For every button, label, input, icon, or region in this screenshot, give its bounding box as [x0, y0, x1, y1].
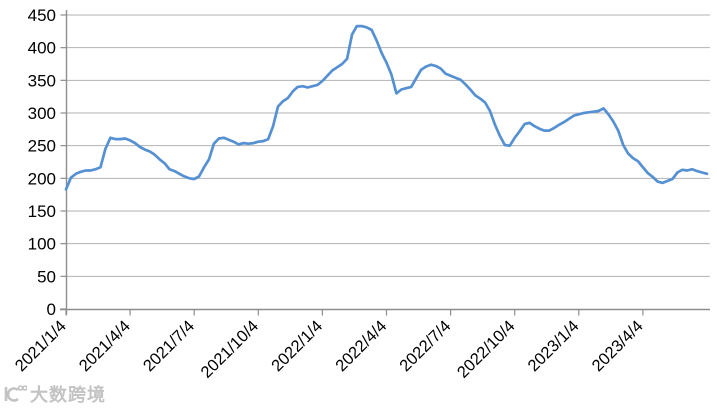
data-series-line [64, 24, 709, 191]
x-axis-label: 2021/7/4 [140, 317, 198, 375]
x-axis-label: 2021/4/4 [76, 317, 134, 375]
y-axis-label: 400 [28, 39, 56, 58]
x-axis-label: 2022/10/4 [454, 317, 519, 382]
y-axis-label: 200 [28, 169, 56, 188]
y-axis-label: 100 [28, 235, 56, 254]
x-axis-label: 2021/10/4 [197, 317, 262, 382]
x-axis-label: 2022/4/4 [332, 317, 390, 375]
y-axis-label: 300 [28, 104, 56, 123]
x-axis-label: 2022/7/4 [396, 317, 454, 375]
y-axis-label: 150 [28, 202, 56, 221]
y-axis-label: 450 [28, 6, 56, 25]
y-axis-label: 50 [37, 267, 56, 286]
x-axis-label: 2023/1/4 [524, 317, 582, 375]
y-axis-label: 0 [47, 300, 56, 319]
y-axis-label: 250 [28, 137, 56, 156]
x-axis-label: 2021/1/4 [12, 317, 70, 375]
x-axis-label: 2023/4/4 [589, 317, 647, 375]
x-axis-label: 2022/1/4 [268, 317, 326, 375]
y-axis-label: 350 [28, 71, 56, 90]
